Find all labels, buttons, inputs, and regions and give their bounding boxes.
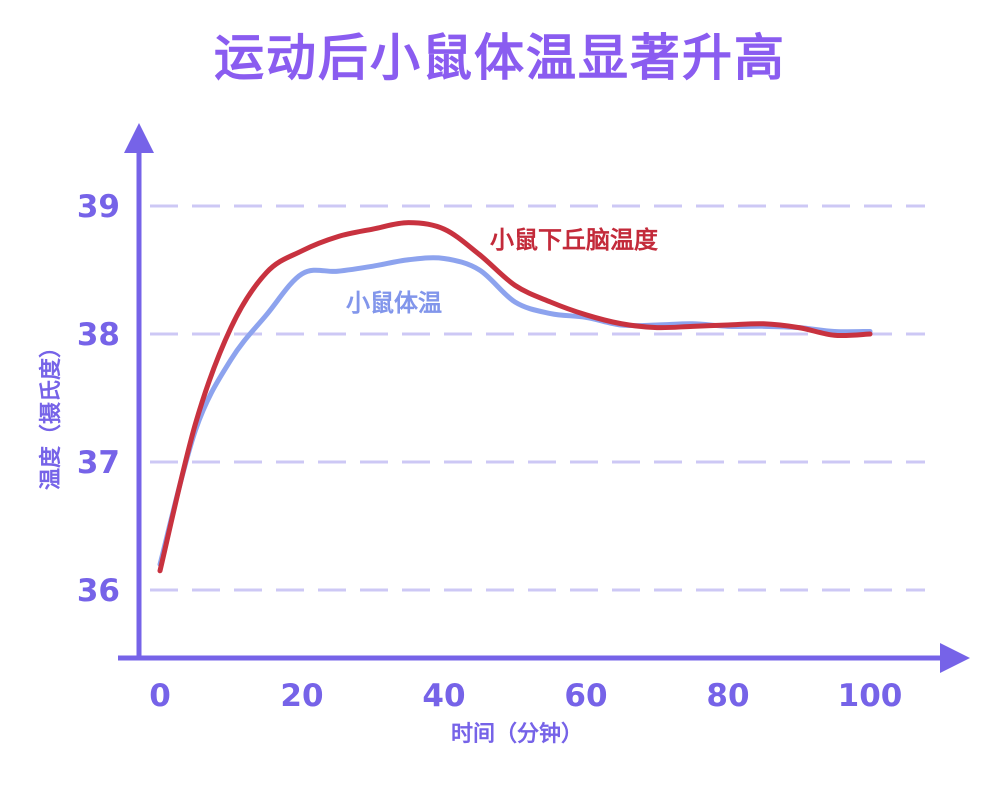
grid-lines bbox=[150, 204, 925, 592]
series-line-body bbox=[157, 255, 873, 567]
y-tick-label: 38 bbox=[77, 317, 120, 353]
y-tick-label: 39 bbox=[77, 189, 120, 225]
x-tick-label: 80 bbox=[706, 678, 749, 714]
axes bbox=[118, 123, 970, 673]
x-axis-label: 时间（分钟） bbox=[451, 721, 583, 747]
x-tick-label: 60 bbox=[564, 678, 607, 714]
tick-labels: 36 37 38 39 0 20 40 60 80 100 bbox=[77, 189, 903, 714]
series-label-body: 小鼠体温 bbox=[346, 289, 442, 317]
series-label-hypothalamus: 小鼠下丘脑温度 bbox=[490, 226, 659, 254]
y-tick-label: 37 bbox=[77, 445, 120, 481]
x-tick-label: 40 bbox=[422, 678, 465, 714]
y-axis-label: 温度（摄氏度） bbox=[38, 336, 64, 490]
y-tick-label: 36 bbox=[77, 573, 120, 609]
series-line-hypothalamus bbox=[157, 220, 873, 574]
chart-title: 运动后小鼠体温显著升高 bbox=[214, 29, 786, 87]
x-tick-label: 100 bbox=[838, 678, 903, 714]
x-tick-label: 0 bbox=[149, 678, 171, 714]
series-lines bbox=[157, 220, 873, 574]
x-tick-label: 20 bbox=[280, 678, 323, 714]
